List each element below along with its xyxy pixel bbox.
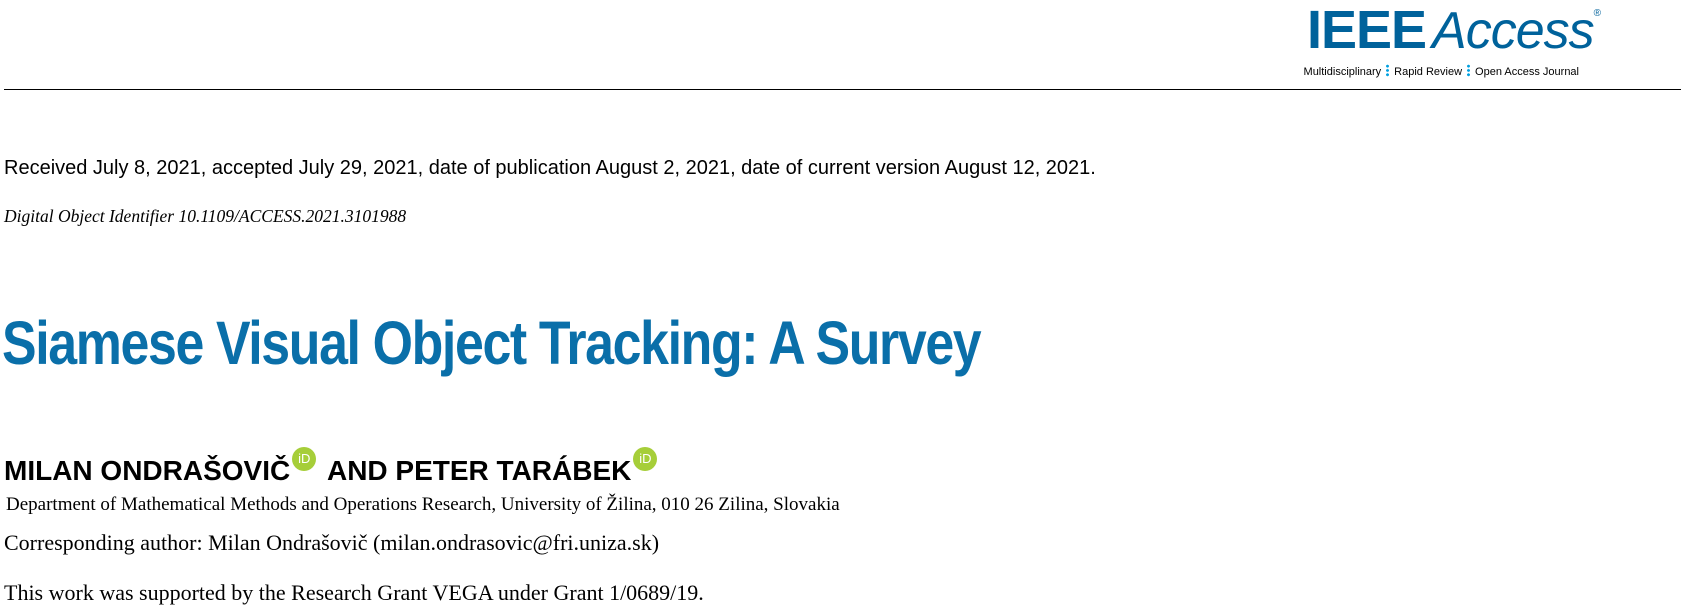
journal-logo: IEEE Access® Multidisciplinary Rapid Revie… — [1304, 0, 1601, 78]
publication-history: Received July 8, 2021, accepted July 29,… — [4, 157, 1096, 179]
paper-title: Siamese Visual Object Tracking: A Survey — [2, 309, 982, 377]
tagline-item: Multidisciplinary — [1303, 66, 1382, 78]
doi-line: Digital Object Identifier 10.1109/ACCESS… — [4, 206, 407, 226]
header-divider — [4, 89, 1681, 90]
registered-mark: ® — [1593, 8, 1601, 19]
journal-name-access: Access — [1432, 2, 1595, 60]
tagline-item: Rapid Review — [1394, 66, 1463, 78]
orcid-icon[interactable]: iD — [633, 447, 658, 471]
author-list: MILAN ONDRAŠOVIČ iD AND PETER TARÁBEK iD — [4, 447, 661, 487]
dotted-separator-icon — [1467, 64, 1471, 77]
author-name: MILAN ONDRAŠOVIČ — [4, 455, 291, 486]
author-name: AND PETER TARÁBEK — [320, 455, 632, 486]
funding-note: This work was supported by the Research … — [4, 580, 704, 605]
affiliation: Department of Mathematical Methods and O… — [6, 494, 840, 515]
tagline-item: Open Access Journal — [1475, 66, 1579, 78]
journal-wordmark: IEEE Access® — [1304, 0, 1601, 60]
dotted-separator-icon — [1386, 64, 1390, 77]
journal-name-ieee: IEEE — [1306, 0, 1427, 60]
orcid-icon[interactable]: iD — [292, 447, 317, 471]
corresponding-author: Corresponding author: Milan Ondrašovič (… — [4, 530, 660, 555]
journal-tagline: Multidisciplinary Rapid Review Open Access… — [1304, 64, 1579, 78]
